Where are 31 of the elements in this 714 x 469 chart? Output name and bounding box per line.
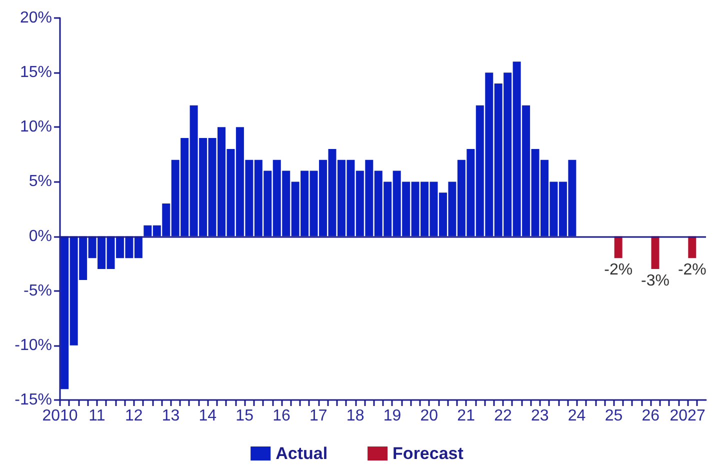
x-tick-label: 18: [346, 408, 364, 424]
x-tick-label: 20: [420, 408, 438, 424]
x-tick-label: 25: [604, 408, 623, 424]
y-tick-label: 20%: [20, 10, 52, 26]
x-tick-label: 23: [530, 408, 549, 424]
x-tick-label: 22: [494, 408, 512, 424]
x-tick-label: 26: [642, 408, 660, 424]
x-tick-label: 11: [88, 408, 106, 424]
x-tick-label: 13: [162, 408, 180, 424]
x-tick-label: 2027: [670, 408, 706, 424]
x-tick-label: 21: [457, 408, 476, 424]
y-tick-label: 0%: [28, 228, 52, 245]
legend-label: Forecast: [392, 444, 464, 463]
data-label: -2%: [604, 262, 633, 279]
x-tick-label: 16: [272, 408, 290, 424]
data-label: -2%: [678, 262, 706, 279]
x-tick-label: 12: [124, 408, 143, 424]
x-tick-label: 2010: [42, 408, 78, 424]
x-tick-label: 15: [236, 408, 254, 424]
y-tick-label: -15%: [14, 392, 52, 408]
y-tick-label: -10%: [14, 336, 52, 354]
x-tick-label: 19: [383, 408, 402, 424]
y-tick-label: 15%: [20, 64, 52, 82]
x-tick-label: 17: [310, 408, 328, 424]
y-tick-label: 5%: [28, 173, 52, 190]
y-tick-label: 10%: [20, 118, 52, 136]
legend-label: Actual: [276, 444, 328, 463]
data-label: -3%: [641, 272, 670, 290]
x-tick-label: 24: [568, 408, 586, 424]
x-tick-label: 14: [198, 408, 217, 424]
y-tick-label: -5%: [24, 282, 52, 300]
